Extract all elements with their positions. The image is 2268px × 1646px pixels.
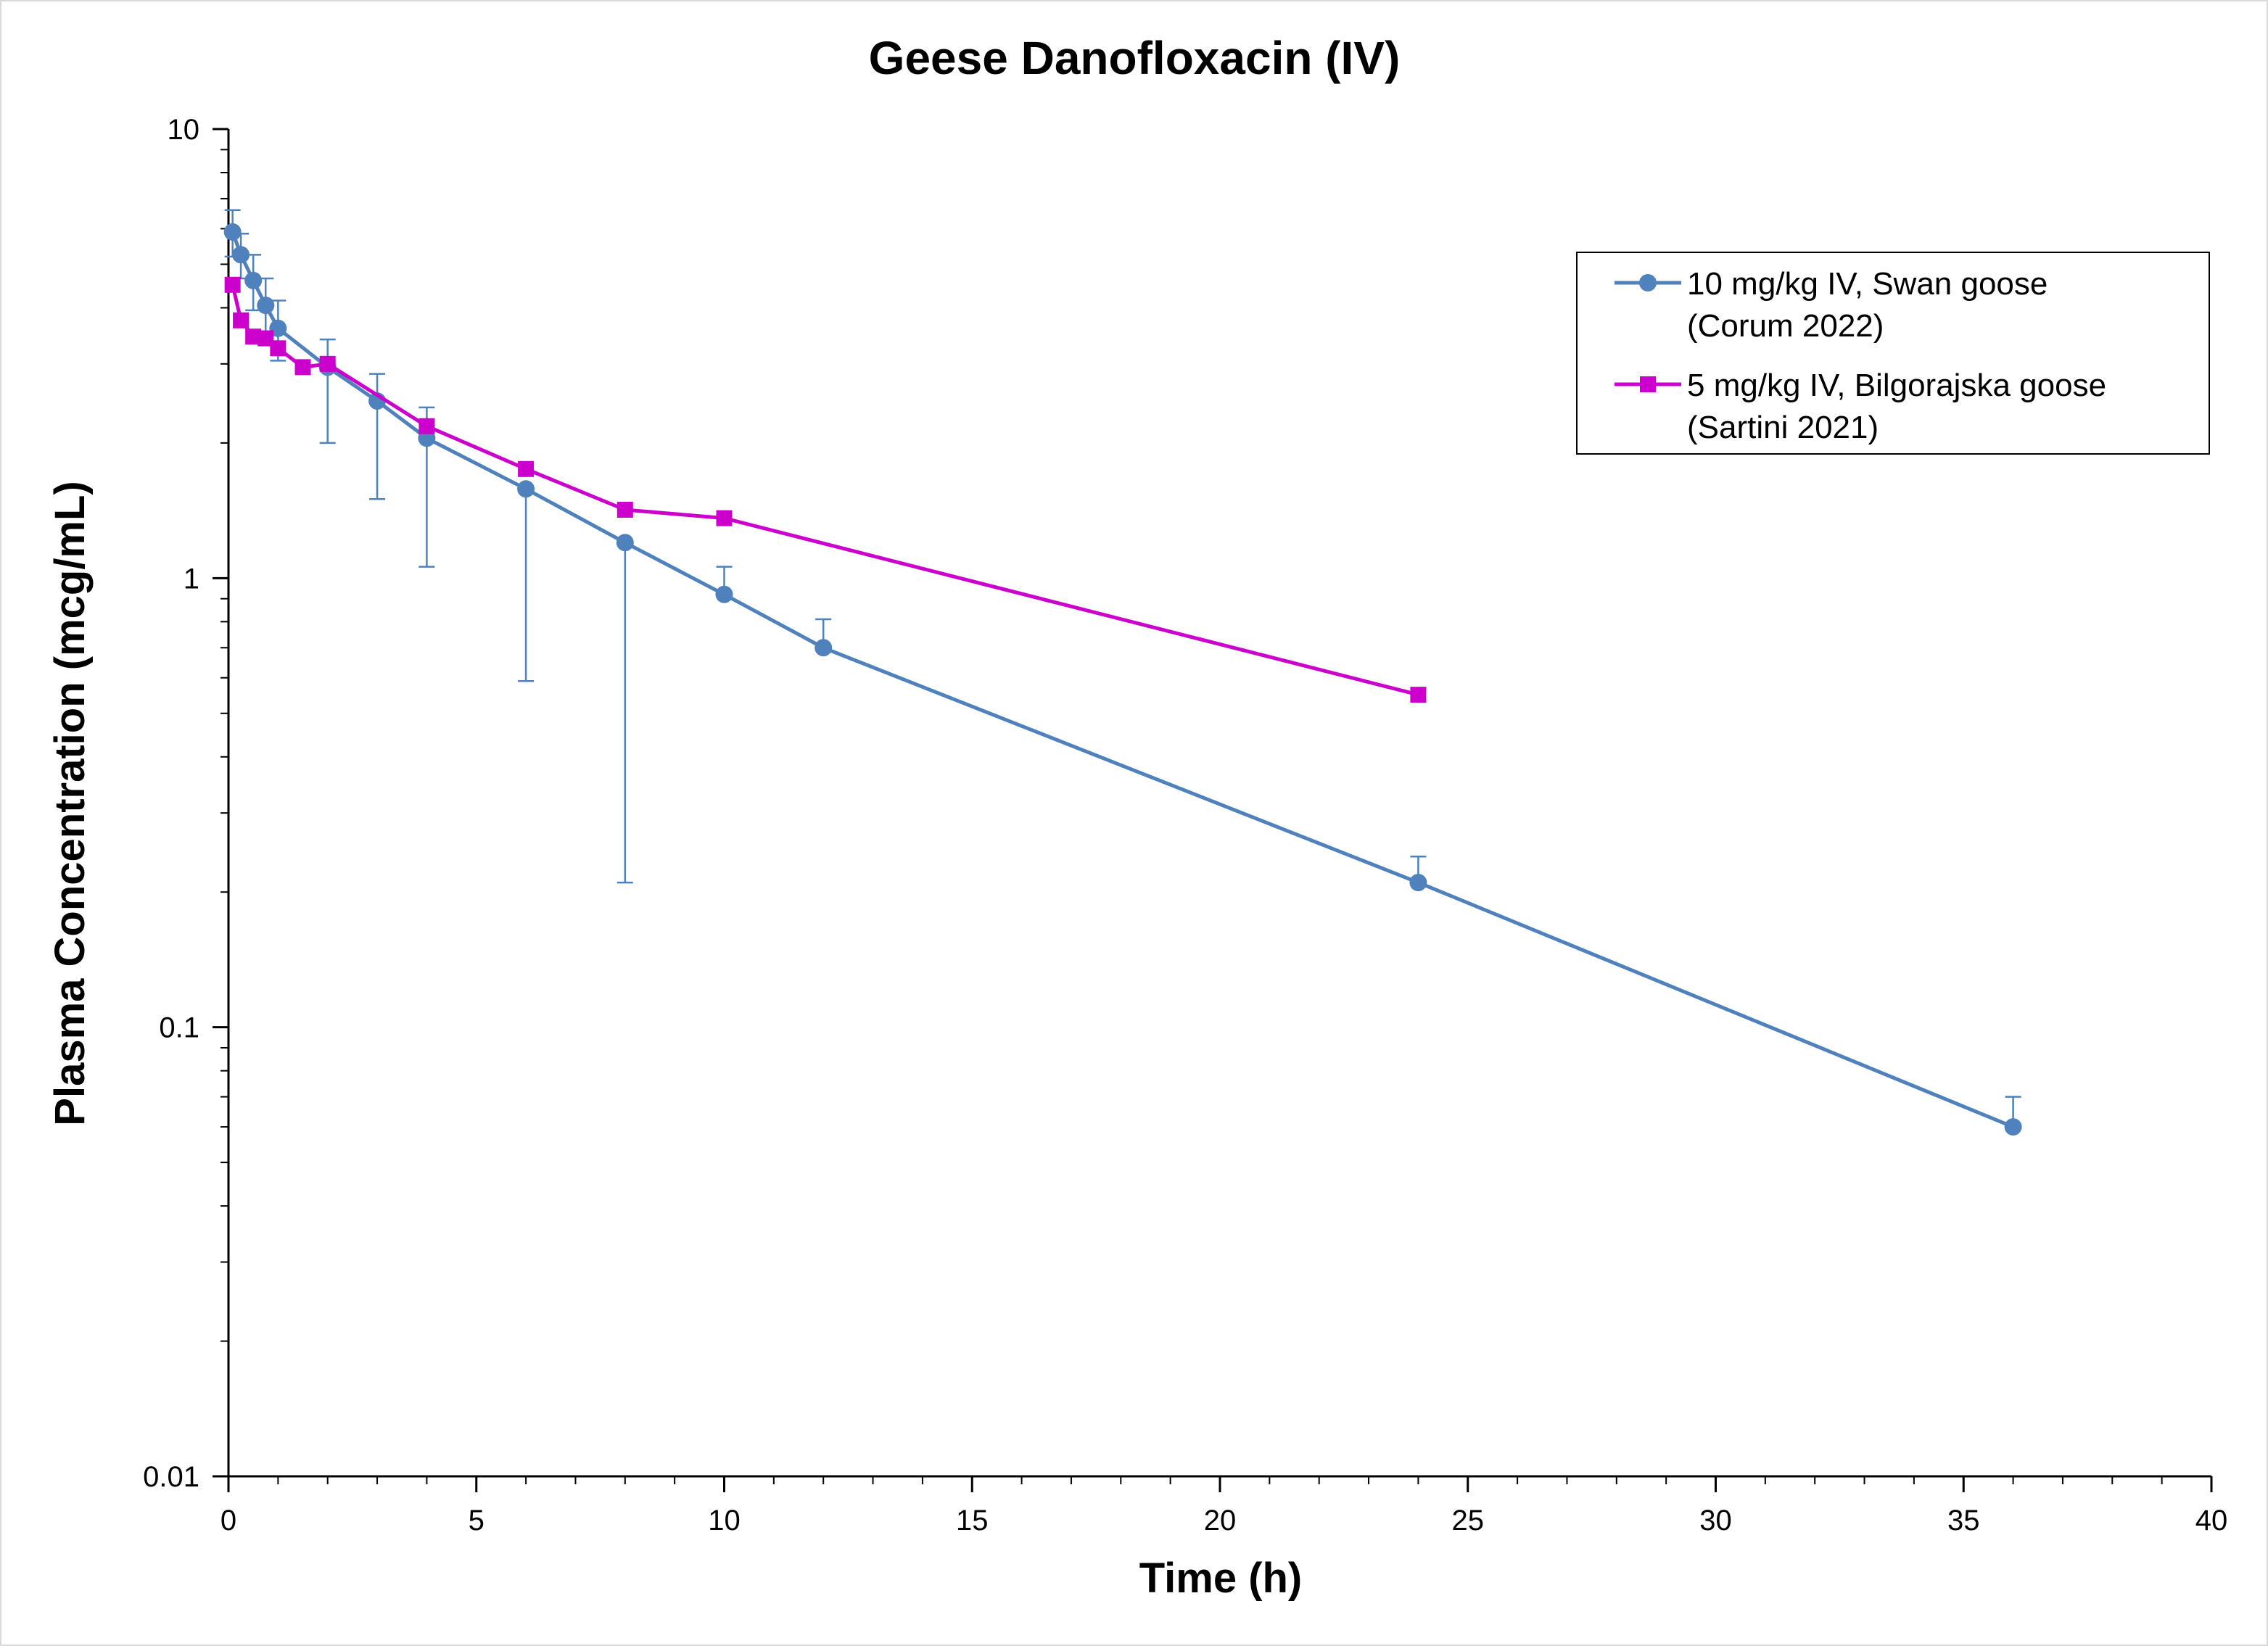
legend-label: 10 mg/kg IV, Swan goose xyxy=(1687,266,2048,302)
x-tick-label: 30 xyxy=(1699,1505,1732,1537)
x-tick-label: 25 xyxy=(1452,1505,1485,1537)
y-axis-title: Plasma Concentration (mcg/mL) xyxy=(46,481,94,1125)
data-point xyxy=(518,460,535,477)
series-1 xyxy=(223,209,2022,1136)
axes: 0.01 0.1 1 10 0 5 10 15 20 25 30 35 40 xyxy=(143,114,2227,1537)
data-point xyxy=(1410,687,1427,703)
y-tick-label: 10 xyxy=(168,114,200,146)
data-point xyxy=(223,223,242,241)
data-point xyxy=(270,340,286,357)
data-point xyxy=(257,297,275,315)
legend-item-2: 5 mg/kg IV, Bilgorajska goose (Sartini 20… xyxy=(1615,368,2106,445)
series-2 xyxy=(224,276,1427,703)
legend-item-1: 10 mg/kg IV, Swan goose (Corum 2022) xyxy=(1615,266,2048,344)
data-point xyxy=(715,585,733,603)
series-line xyxy=(231,284,1419,697)
chart-title: Geese Danofloxacin (IV) xyxy=(869,32,1401,84)
x-tick-label: 0 xyxy=(220,1505,236,1537)
data-point xyxy=(269,319,287,337)
data-point xyxy=(294,359,311,376)
x-tick-label: 15 xyxy=(956,1505,989,1537)
x-tick-label: 35 xyxy=(1947,1505,1980,1537)
legend-box xyxy=(1576,252,2210,455)
data-point xyxy=(616,534,634,552)
data-point xyxy=(815,639,833,657)
legend-label: 5 mg/kg IV, Bilgorajska goose xyxy=(1687,368,2106,403)
data-point xyxy=(1409,874,1427,892)
legend-label: (Corum 2022) xyxy=(1687,308,1884,344)
y-tick-label: 0.01 xyxy=(143,1461,199,1493)
y-tick-label: 1 xyxy=(183,563,199,595)
legend-label: (Sartini 2021) xyxy=(1687,410,1879,445)
data-point xyxy=(517,480,535,498)
x-tick-label: 40 xyxy=(2195,1505,2228,1537)
data-point xyxy=(233,312,250,328)
plot-area xyxy=(223,209,2022,1136)
legend-marker xyxy=(1640,376,1656,392)
data-point xyxy=(232,246,250,264)
data-point xyxy=(224,276,241,293)
data-point xyxy=(319,355,336,372)
data-point xyxy=(245,328,262,345)
data-point xyxy=(244,271,263,289)
y-tick-label: 0.1 xyxy=(159,1012,199,1044)
x-tick-label: 5 xyxy=(469,1505,484,1537)
x-axis-title: Time (h) xyxy=(1139,1555,1303,1602)
data-point xyxy=(617,502,633,518)
x-tick-label: 10 xyxy=(708,1505,741,1537)
data-point xyxy=(2004,1118,2022,1136)
legend-marker xyxy=(1639,274,1657,291)
data-point xyxy=(716,510,733,526)
data-point xyxy=(418,418,435,434)
data-point xyxy=(257,330,274,347)
x-tick-label: 20 xyxy=(1204,1505,1237,1537)
legend: 10 mg/kg IV, Swan goose (Corum 2022) 5 mg/… xyxy=(1576,252,2210,455)
